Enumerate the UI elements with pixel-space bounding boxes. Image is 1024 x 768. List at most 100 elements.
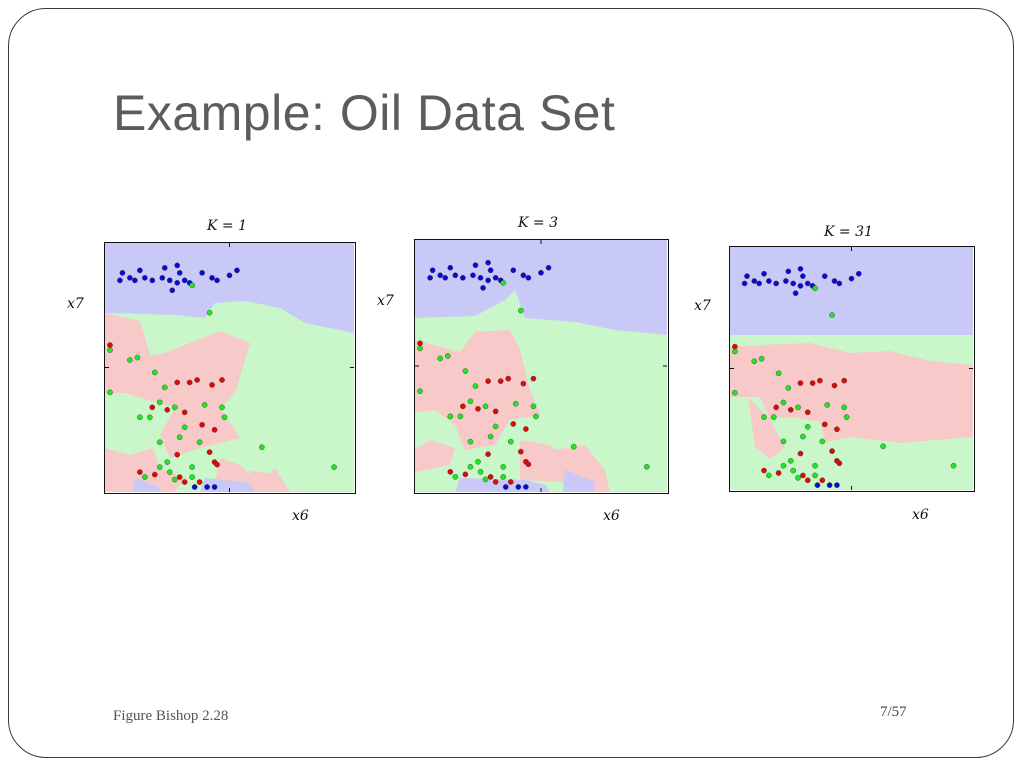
data-point xyxy=(181,409,188,416)
data-point xyxy=(452,272,459,279)
data-point xyxy=(204,484,210,490)
data-point xyxy=(819,477,826,484)
data-point xyxy=(775,370,782,377)
data-point xyxy=(644,463,650,470)
data-point xyxy=(444,353,451,359)
data-point xyxy=(437,355,444,362)
plot-title: K = 1 xyxy=(207,218,247,234)
data-point xyxy=(824,402,830,408)
data-point xyxy=(482,476,489,483)
data-point xyxy=(234,267,240,274)
data-point xyxy=(751,358,758,365)
data-point xyxy=(475,458,481,465)
data-point xyxy=(196,439,203,445)
data-point xyxy=(477,275,484,281)
data-point xyxy=(804,424,811,430)
plot-title: K = 31 xyxy=(824,224,873,240)
page-number: 7/57 xyxy=(880,704,907,720)
data-point xyxy=(161,265,168,271)
data-point xyxy=(783,278,789,284)
plot-area xyxy=(104,242,356,494)
data-point xyxy=(744,273,750,279)
data-point xyxy=(226,272,233,279)
data-point xyxy=(800,433,806,440)
data-point xyxy=(826,482,833,488)
data-point xyxy=(790,280,796,287)
data-point xyxy=(492,423,499,430)
data-point xyxy=(741,280,748,287)
data-point xyxy=(149,404,156,411)
data-point xyxy=(795,404,801,411)
data-point xyxy=(792,290,799,296)
data-point xyxy=(176,434,183,441)
data-point xyxy=(855,270,862,277)
data-point xyxy=(467,438,474,445)
data-point xyxy=(156,464,163,470)
data-point xyxy=(331,464,337,470)
scatter-plot-k1 xyxy=(105,243,354,492)
data-point xyxy=(809,380,816,386)
data-point xyxy=(880,443,886,450)
data-point xyxy=(836,460,843,467)
data-point xyxy=(780,462,787,469)
data-point xyxy=(156,439,163,445)
data-point xyxy=(137,267,143,274)
x-axis-label: x6 xyxy=(603,508,620,524)
data-point xyxy=(462,368,469,374)
data-point xyxy=(196,479,203,485)
data-point xyxy=(775,470,782,476)
data-point xyxy=(834,482,840,488)
data-point xyxy=(510,267,517,274)
data-point xyxy=(518,307,524,314)
data-point xyxy=(751,278,758,284)
data-point xyxy=(497,378,504,384)
data-point xyxy=(817,377,823,384)
data-point xyxy=(152,369,158,376)
data-point xyxy=(829,312,835,318)
data-point xyxy=(475,406,481,412)
decision-regions xyxy=(105,243,354,492)
data-point xyxy=(513,400,519,407)
data-point xyxy=(538,269,544,276)
data-point xyxy=(447,264,454,271)
data-point xyxy=(507,438,514,445)
data-point xyxy=(510,421,517,427)
data-point xyxy=(214,461,220,468)
data-point xyxy=(181,479,188,485)
data-point xyxy=(199,421,205,428)
data-point xyxy=(472,262,479,269)
data-point xyxy=(452,474,459,480)
data-point xyxy=(821,421,828,428)
data-point xyxy=(780,399,787,406)
data-point xyxy=(206,309,213,316)
data-point xyxy=(950,462,957,469)
scatter-plot-k31 xyxy=(730,247,973,490)
data-point xyxy=(186,379,193,386)
figure-caption: Figure Bishop 2.28 xyxy=(113,708,229,724)
data-point xyxy=(132,277,138,284)
slide-title: Example: Oil Data Set xyxy=(113,85,616,141)
data-point xyxy=(848,275,855,282)
data-point xyxy=(156,399,163,406)
data-point xyxy=(812,285,818,292)
data-point xyxy=(176,270,183,276)
data-point xyxy=(785,385,792,391)
data-points xyxy=(732,266,957,488)
data-point xyxy=(487,267,494,274)
data-point xyxy=(127,275,133,281)
data-point xyxy=(147,414,153,421)
data-point xyxy=(787,407,794,413)
data-point xyxy=(795,475,801,481)
data-point xyxy=(194,377,200,383)
data-point xyxy=(841,404,848,411)
data-point xyxy=(770,414,777,420)
data-point xyxy=(487,433,494,440)
data-point xyxy=(259,444,265,450)
data-point xyxy=(470,272,476,279)
y-axis-label: x7 xyxy=(694,298,711,314)
data-point xyxy=(166,469,173,475)
data-point xyxy=(149,277,156,284)
data-point xyxy=(492,275,499,281)
data-point xyxy=(142,275,148,281)
data-point xyxy=(219,377,225,383)
